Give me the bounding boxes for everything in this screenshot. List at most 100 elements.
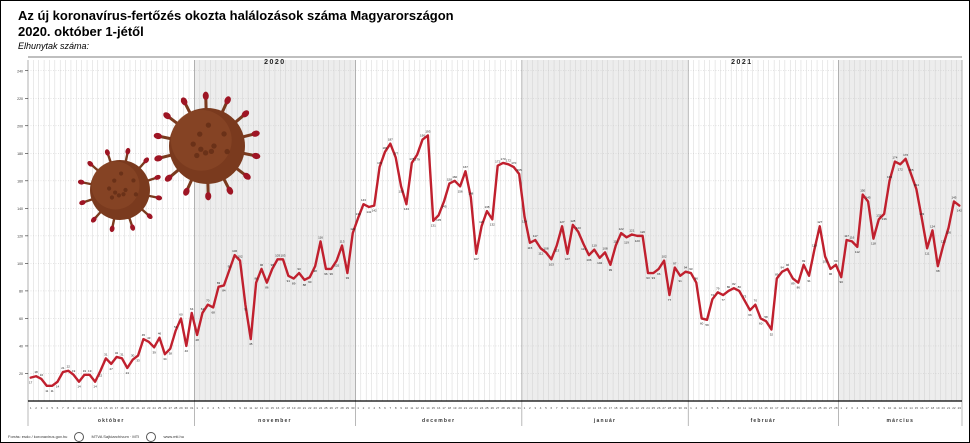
y-tick-label: 60 [19, 317, 23, 321]
x-tick-label: 5 [379, 406, 381, 410]
x-tick-label: 27 [662, 406, 666, 410]
x-tick-label: 13 [93, 406, 97, 410]
x-tick-label: 22 [636, 406, 640, 410]
data-label: 19 [88, 369, 92, 373]
data-label: 145 [441, 204, 446, 208]
x-tick-label: 6 [57, 406, 59, 410]
y-tick-label: 240 [17, 69, 23, 73]
x-tick-label: 23 [807, 406, 811, 410]
x-tick-label: 10 [888, 406, 892, 410]
month-band-március [838, 60, 962, 401]
virus-icon-small [77, 147, 163, 233]
x-tick-label: 29 [346, 406, 350, 410]
virus-dot [116, 193, 121, 198]
x-tick-label: 8 [728, 406, 730, 410]
x-tick-label: 23 [641, 406, 645, 410]
x-tick-label: 17 [925, 406, 929, 410]
virus-spike-tip [164, 174, 173, 182]
x-tick-label: 1 [30, 406, 32, 410]
virus-spike-tip [109, 225, 115, 233]
data-label: 132 [876, 213, 881, 217]
y-tick-label: 200 [17, 124, 23, 128]
x-tick-label: 15 [915, 406, 919, 410]
data-label: 31 [120, 352, 124, 356]
data-label: 179 [415, 158, 420, 162]
data-label: 18 [34, 370, 38, 374]
data-label: 17 [29, 381, 33, 385]
year-label: 2020 [264, 59, 286, 66]
data-label: 177 [393, 151, 398, 155]
data-label: 89 [775, 273, 779, 277]
virus-spike-tip [241, 110, 250, 118]
data-label: 74 [711, 293, 715, 297]
year-labels: 2020 2021 [264, 59, 751, 66]
y-tick-label: 100 [17, 262, 23, 266]
data-label: 108 [543, 246, 548, 250]
x-tick-label: 21 [464, 406, 468, 410]
data-label: 84 [222, 288, 226, 292]
x-tick-label: 18 [287, 406, 291, 410]
virus-spike-tip [125, 147, 131, 155]
data-label: 97 [673, 262, 677, 266]
virus-dot [131, 178, 136, 183]
footer-web: www.mti.hu [163, 434, 184, 440]
x-tick-label: 20 [131, 406, 135, 410]
x-tick-label: 15 [598, 406, 602, 410]
virus-spike-tip [79, 200, 86, 206]
data-label: 96 [271, 263, 275, 267]
data-label: 64 [190, 307, 194, 311]
data-label: 45 [249, 342, 253, 346]
chart-subtitle: 2020. október 1-jétől [18, 24, 144, 39]
footer-source: Forrás: esdo / koronavirus.gov.hu [8, 434, 68, 440]
x-tick-label: 28 [834, 406, 838, 410]
data-label: 170 [377, 161, 382, 165]
data-label: 110 [812, 244, 817, 248]
x-tick-label: 24 [152, 406, 156, 410]
data-label: 171 [495, 160, 500, 164]
x-tick-label: 18 [614, 406, 618, 410]
x-tick-label: 7 [556, 406, 558, 410]
x-tick-label: 25 [324, 406, 328, 410]
x-tick-label: 6 [551, 406, 553, 410]
x-tick-label: 2 [529, 406, 531, 410]
x-tick-label: 6 [384, 406, 386, 410]
data-label: 132 [490, 222, 495, 226]
x-tick-label: 17 [442, 406, 446, 410]
x-tick-label: 13 [260, 406, 264, 410]
x-tick-label: 11 [249, 406, 252, 410]
x-tick-label: 3 [207, 406, 209, 410]
x-tick-label: 12 [254, 406, 258, 410]
x-tick-label: 19 [786, 406, 790, 410]
data-label: 127 [560, 220, 565, 224]
data-label: 90 [308, 280, 312, 284]
virus-spike-tip [252, 152, 261, 160]
x-tick-label: 7 [389, 406, 391, 410]
data-label: 172 [506, 158, 511, 162]
x-tick-label: 7 [62, 406, 64, 410]
x-tick-label: 24 [319, 406, 323, 410]
x-tick-label: 1 [196, 406, 198, 410]
x-tick-label: 17 [609, 406, 613, 410]
data-label: 117 [533, 234, 538, 238]
x-axis: 1 2 3 4 5 6 7 8 9 10 11 12 13 14 15 16 17 18 19 20 21 22 23 24 2… [28, 400, 962, 424]
data-label: 156 [458, 189, 463, 193]
data-label: 103 [280, 253, 285, 257]
virus-spike-tip [154, 174, 161, 180]
data-label: 134 [522, 220, 527, 224]
x-tick-label: 2 [202, 406, 204, 410]
x-tick-label: 23 [958, 406, 962, 410]
virus-spike-tip [226, 186, 234, 195]
x-tick-label: 21 [947, 406, 951, 410]
x-tick-label: 15 [104, 406, 108, 410]
x-tick-label: 9 [73, 406, 75, 410]
data-label: 96 [324, 272, 328, 276]
x-tick-label: 15 [271, 406, 275, 410]
x-tick-label: 10 [244, 406, 248, 410]
x-tick-label: 14 [759, 406, 763, 410]
data-label: 99 [834, 259, 838, 263]
data-label: 113 [613, 240, 618, 244]
data-label: 165 [517, 168, 522, 172]
x-tick-label: 5 [545, 406, 547, 410]
data-label: 142 [372, 209, 377, 213]
